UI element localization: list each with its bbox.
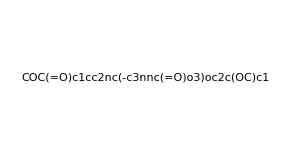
Text: COC(=O)c1cc2nc(-c3nnc(=O)o3)oc2c(OC)c1: COC(=O)c1cc2nc(-c3nnc(=O)o3)oc2c(OC)c1 xyxy=(21,73,270,83)
